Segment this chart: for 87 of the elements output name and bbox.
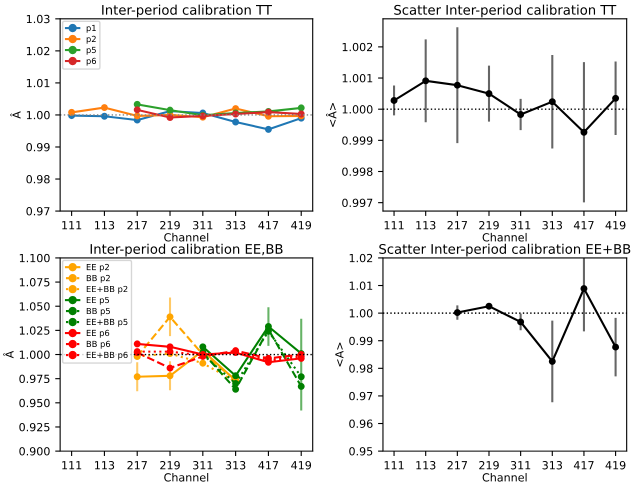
x-tick-label: 417 [574, 221, 594, 230]
x-tick-label: 111 [62, 461, 82, 470]
x-tick-label: 111 [384, 221, 404, 230]
y-tick-label: 0.950 [19, 398, 50, 408]
x-tick-label: 113 [416, 461, 436, 470]
legend-label: EE+BB p5 [86, 318, 128, 327]
y-tick-label: 0.95 [349, 447, 372, 456]
x-tick-label: 419 [606, 461, 626, 470]
x-tick-label: 217 [127, 220, 147, 230]
x-tick-label: 219 [160, 220, 180, 230]
x-tick-label: 419 [606, 220, 626, 230]
x-tick-label: 311 [193, 220, 212, 230]
y-tick-label: 0.97 [26, 207, 50, 216]
x-tick-label: 219 [479, 220, 499, 230]
x-tick-label: 219 [479, 461, 499, 470]
legend-label: BB p6 [86, 340, 110, 349]
x-tick-label: 419 [291, 220, 312, 230]
y-tick-label: 1.050 [20, 302, 50, 311]
x-tick-label: 419 [291, 461, 312, 470]
legend-label: p6 [86, 58, 96, 66]
y-tick-label: 1.03 [26, 14, 50, 24]
chart-title: Scatter Inter-period calibration EE+BB [379, 244, 630, 256]
y-tick-label: 1.000 [342, 105, 373, 114]
x-tick-label: 313 [542, 461, 562, 470]
y-tick-label: 0.998 [342, 167, 372, 176]
y-tick-label: 0.99 [26, 142, 50, 152]
x-tick-label: 313 [226, 461, 246, 470]
y-tick-label: 0.999 [342, 136, 372, 145]
y-tick-label: 0.997 [342, 198, 372, 208]
x-tick-label: 217 [448, 461, 467, 470]
chart-title: Inter-period calibration EE,BB [90, 244, 283, 256]
y-tick-label: 1.100 [20, 254, 50, 262]
y-axis-title: <A> [335, 342, 344, 366]
x-tick-label: 311 [510, 461, 530, 470]
x-tick-label: 113 [95, 461, 114, 470]
y-tick-label: 0.98 [349, 364, 372, 373]
legend-label: BB p5 [86, 308, 110, 316]
y-tick-label: 0.975 [19, 374, 50, 384]
x-tick-label: 313 [226, 220, 246, 230]
x-axis-title: Channel [164, 472, 208, 482]
x-tick-label: 113 [416, 220, 436, 230]
x-tick-label: 111 [384, 461, 404, 470]
y-tick-label: 1.00 [26, 110, 50, 120]
y-axis-title: <Â> [326, 103, 336, 127]
x-axis-title: Channel [164, 232, 208, 242]
legend-label: p2 [86, 36, 96, 44]
y-axis-title: Â [3, 350, 14, 358]
legend-label: EE+BB p2 [86, 286, 128, 294]
y-tick-label: 1.01 [26, 78, 50, 88]
x-tick-label: 311 [193, 461, 212, 470]
x-tick-label: 217 [448, 220, 467, 230]
x-axis-title: Channel [482, 232, 527, 242]
y-tick-label: 0.900 [19, 447, 50, 456]
x-tick-label: 217 [127, 461, 147, 470]
y-tick-label: 1.02 [350, 254, 372, 262]
legend-label: EE p6 [86, 330, 110, 338]
y-tick-label: 1.02 [26, 46, 50, 56]
x-tick-label: 417 [258, 221, 278, 230]
legend-label: p5 [86, 46, 96, 55]
x-tick-label: 111 [62, 221, 82, 230]
chart-title: Inter-period calibration TT [102, 4, 272, 18]
y-tick-label: 1.001 [342, 74, 372, 82]
y-tick-label: 0.97 [349, 392, 372, 400]
y-tick-label: 1.00 [350, 309, 373, 318]
chart-title: Scatter Inter-period calibration TT [394, 4, 616, 18]
legend-label: BB p2 [86, 274, 110, 283]
x-tick-label: 417 [574, 461, 594, 470]
x-tick-label: 311 [510, 220, 530, 230]
x-tick-label: 113 [95, 220, 114, 230]
x-tick-label: 417 [258, 461, 278, 470]
legend-label: EE p5 [86, 296, 110, 305]
y-axis-title: Â [10, 111, 21, 119]
x-tick-label: 313 [542, 220, 562, 230]
y-tick-label: 1.000 [20, 350, 50, 359]
y-tick-label: 1.002 [342, 42, 372, 52]
y-tick-label: 1.075 [20, 278, 50, 286]
legend-label: EE+BB p6 [86, 352, 128, 360]
y-tick-label: 0.99 [349, 336, 372, 346]
x-tick-label: 219 [160, 461, 180, 470]
y-tick-label: 0.925 [19, 422, 50, 432]
y-tick-label: 1.025 [20, 326, 50, 335]
x-axis-title: Channel [482, 472, 527, 482]
legend-label: p1 [86, 24, 96, 33]
legend-label: EE p2 [86, 264, 109, 272]
y-tick-label: 0.96 [349, 419, 373, 428]
y-tick-label: 0.98 [26, 175, 50, 184]
y-tick-label: 1.01 [350, 281, 372, 290]
